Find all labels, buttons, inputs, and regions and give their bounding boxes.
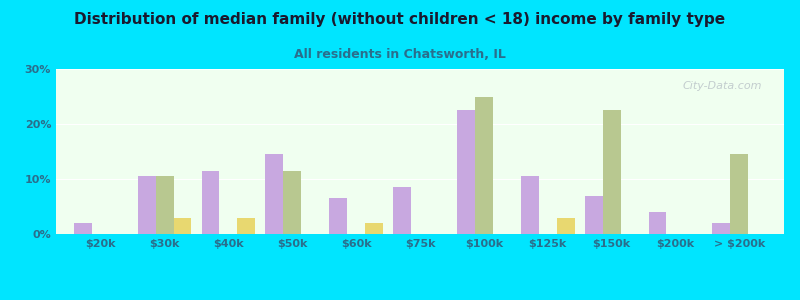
- Bar: [174, 218, 191, 234]
- Bar: [475, 97, 493, 234]
- Bar: [238, 218, 255, 234]
- Bar: [138, 176, 156, 234]
- Text: Distribution of median family (without children < 18) income by family type: Distribution of median family (without c…: [74, 12, 726, 27]
- Bar: [393, 187, 411, 234]
- Bar: [457, 110, 475, 234]
- Bar: [283, 171, 302, 234]
- Bar: [156, 176, 174, 234]
- Bar: [713, 223, 730, 234]
- Text: All residents in Chatsworth, IL: All residents in Chatsworth, IL: [294, 48, 506, 61]
- Bar: [365, 223, 383, 234]
- Bar: [557, 218, 574, 234]
- Bar: [330, 198, 347, 234]
- Bar: [202, 171, 219, 234]
- Bar: [521, 176, 538, 234]
- Bar: [730, 154, 748, 234]
- Bar: [602, 110, 621, 234]
- Bar: [74, 223, 92, 234]
- Text: City-Data.com: City-Data.com: [682, 80, 762, 91]
- Bar: [585, 196, 602, 234]
- Bar: [649, 212, 666, 234]
- Bar: [266, 154, 283, 234]
